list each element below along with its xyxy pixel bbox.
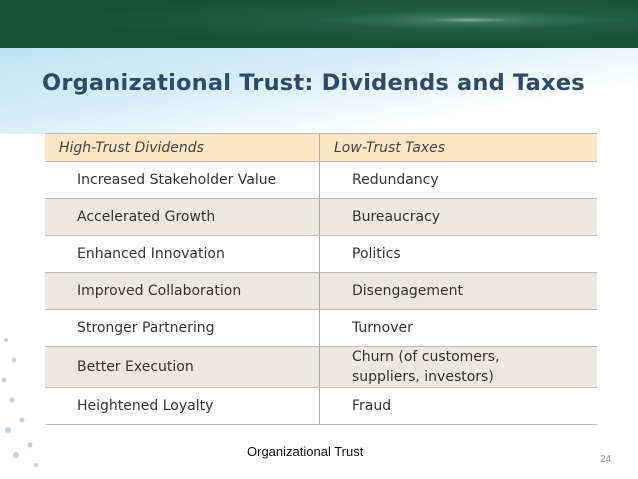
footer-text: Organizational Trust — [247, 444, 364, 459]
table-cell: Better Execution — [45, 347, 320, 387]
table-cell: Stronger Partnering — [45, 310, 320, 346]
table-cell: Redundancy — [352, 172, 439, 188]
slide-title: Organizational Trust: Dividends and Taxe… — [42, 70, 585, 96]
table-cell: Churn (of customers, suppliers, investor… — [352, 349, 500, 385]
table-cell: Turnover — [352, 320, 413, 336]
table-row: Accelerated Growth Bureaucracy — [45, 199, 597, 236]
table-cell: Bureaucracy — [352, 209, 441, 225]
table-row: Increased Stakeholder Value Redundancy — [45, 162, 597, 199]
table-row: Stronger Partnering Turnover — [45, 310, 597, 347]
table-cell: Fraud — [352, 398, 392, 414]
table-cell: Disengagement — [352, 283, 464, 299]
table-header: High-Trust Dividends Low-Trust Taxes — [45, 134, 597, 162]
header-cell: High-Trust Dividends — [45, 134, 320, 161]
table-row: Improved Collaboration Disengagement — [45, 273, 597, 310]
table-row: Heightened Loyalty Fraud — [45, 388, 597, 425]
decoration — [1, 338, 38, 467]
header-cell: Low-Trust Taxes — [334, 139, 446, 156]
table-cell: Enhanced Innovation — [45, 236, 320, 272]
header-strip — [0, 48, 638, 134]
table-cell: Heightened Loyalty — [45, 388, 320, 424]
header-band — [0, 0, 638, 48]
table-row: Better Execution Churn (of customers, sup… — [45, 347, 597, 388]
table-cell: Accelerated Growth — [45, 199, 320, 235]
page-number: 24 — [600, 454, 612, 465]
table-cell: Increased Stakeholder Value — [45, 162, 320, 198]
table: High-Trust Dividends Low-Trust Taxes Inc… — [45, 133, 597, 425]
table-cell: Improved Collaboration — [45, 273, 320, 309]
table-cell: Politics — [352, 246, 401, 262]
table-row: Enhanced Innovation Politics — [45, 236, 597, 273]
